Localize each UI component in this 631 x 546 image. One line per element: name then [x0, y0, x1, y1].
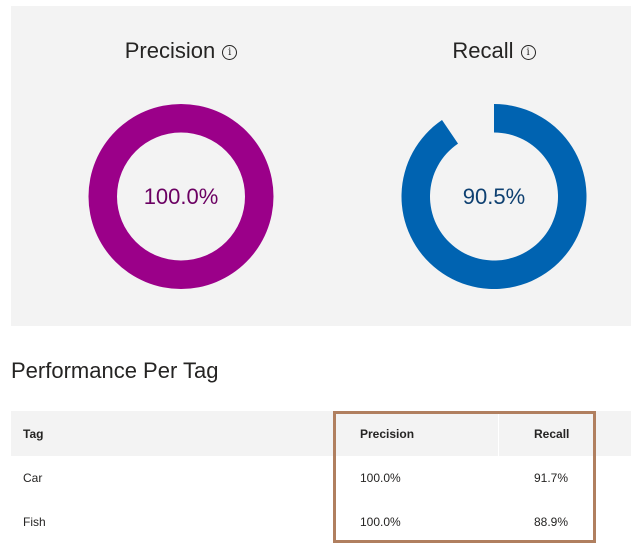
- precision-cell: 100.0%: [360, 515, 401, 529]
- precision-donut-svg: [88, 104, 274, 289]
- precision-metric: Precision i 100.0%: [81, 6, 281, 326]
- precision-title: Precision i: [81, 38, 281, 64]
- column-header-tag[interactable]: Tag: [11, 411, 348, 456]
- recall-info-icon[interactable]: i: [520, 45, 536, 60]
- precision-cell: 100.0%: [360, 471, 401, 485]
- recall-donut-svg: [401, 104, 587, 289]
- recall-cell: 91.7%: [534, 471, 569, 485]
- recall-metric: Recall i 90.5%: [394, 6, 594, 326]
- recall-arc: [401, 104, 587, 289]
- precision-value: 100.0%: [143, 183, 219, 209]
- table-header-row: Tag Precision Recall: [11, 411, 631, 456]
- recall-cell: 88.9%: [534, 515, 569, 529]
- precision-info-icon[interactable]: i: [222, 45, 238, 60]
- recall-donut-chart: 90.5%: [394, 104, 594, 289]
- table-row[interactable]: Fish 100.0% 88.9%: [11, 500, 631, 544]
- precision-arc: [88, 104, 274, 289]
- column-header-precision[interactable]: Precision: [348, 411, 522, 456]
- recall-title-label: Recall: [452, 38, 514, 63]
- performance-per-tag-heading: Performance Per Tag: [11, 358, 219, 383]
- table-row[interactable]: Car 100.0% 91.7%: [11, 456, 631, 500]
- column-header-recall[interactable]: Recall: [522, 411, 631, 456]
- overall-metrics-panel: Precision i 100.0% Recall i 90.5%: [11, 6, 631, 326]
- tag-cell: Fish: [23, 515, 46, 529]
- recall-title: Recall i: [394, 38, 594, 64]
- header-column-divider: [498, 414, 499, 459]
- tag-cell: Car: [23, 471, 43, 485]
- precision-donut-chart: 100.0%: [81, 104, 281, 289]
- recall-value: 90.5%: [462, 183, 526, 209]
- precision-title-label: Precision: [124, 38, 216, 63]
- performance-table: Tag Precision Recall Car 100.0% 91.7% Fi…: [11, 411, 631, 544]
